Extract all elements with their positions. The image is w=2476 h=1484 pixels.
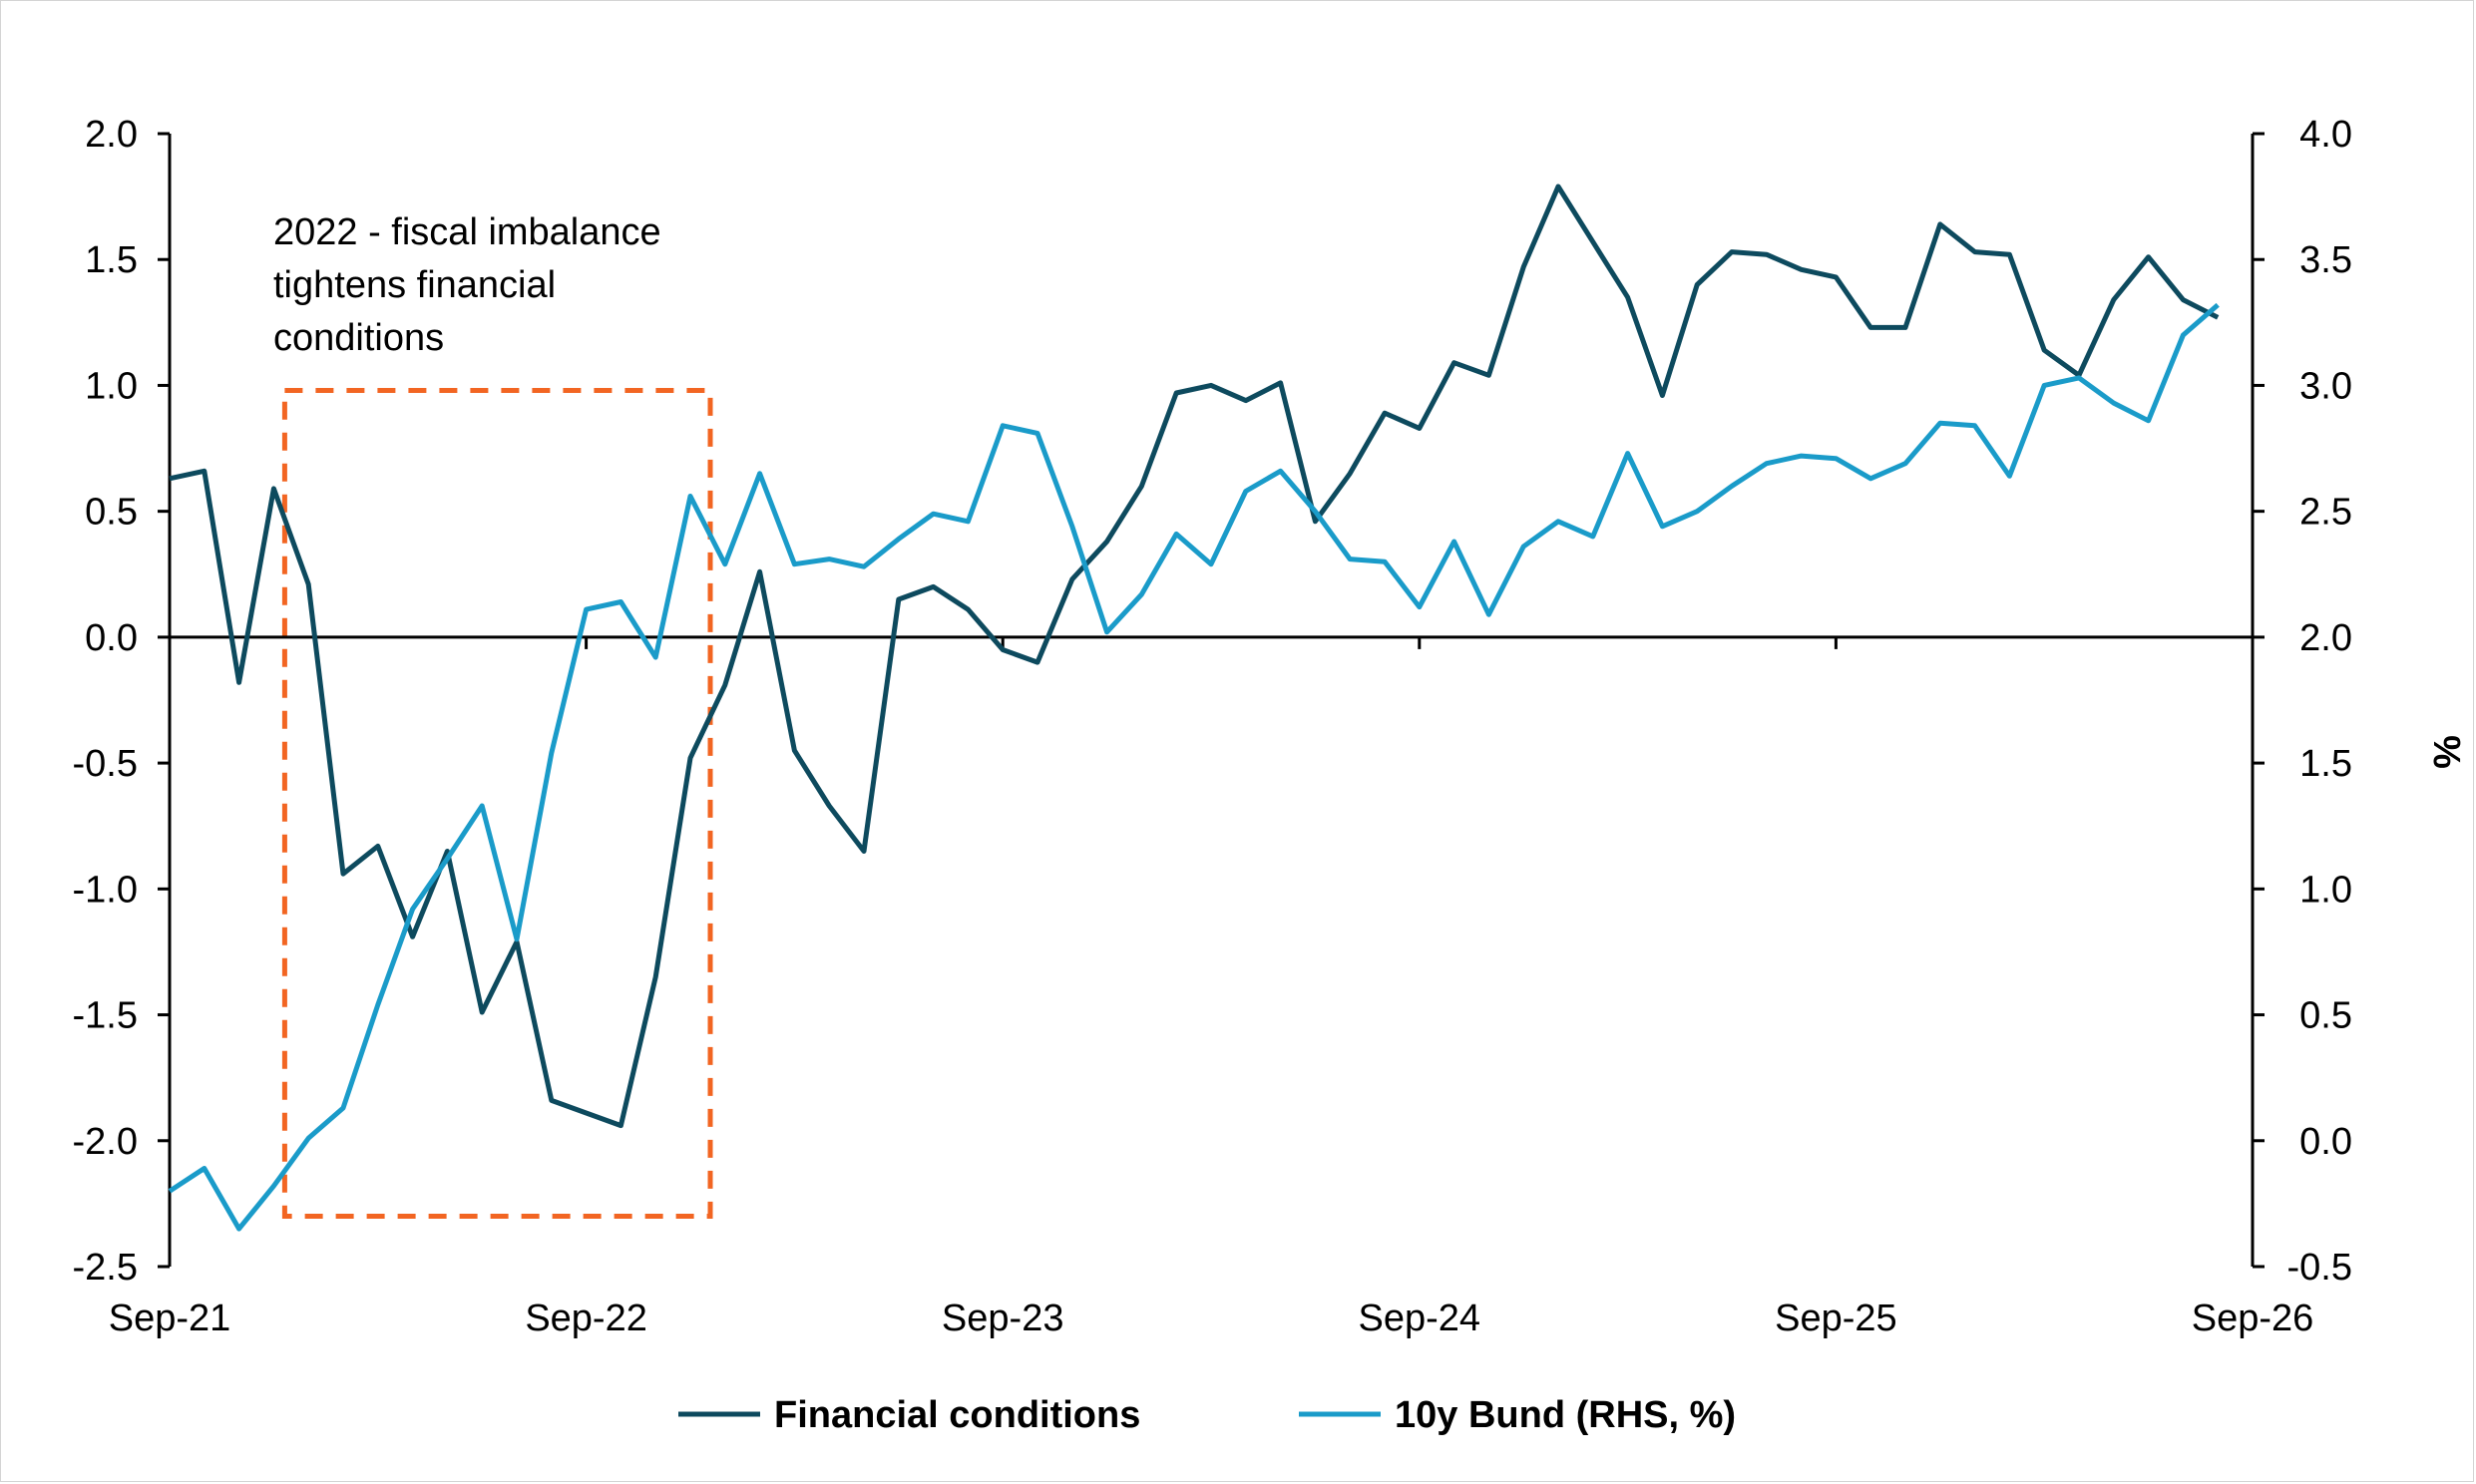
left-y-tick-label: -0.5 [73, 743, 138, 785]
left-y-tick-label: 2.0 [85, 114, 138, 156]
right-y-tick-label: 2.0 [2299, 617, 2352, 659]
right-y-tick-label: 3.5 [2299, 239, 2352, 281]
left-y-tick-label: -1.0 [73, 869, 138, 911]
left-y-tick-label: 1.0 [85, 365, 138, 407]
left-y-tick-label: 0.0 [85, 617, 138, 659]
legend: Financial conditions 10y Bund (RHS, %) [678, 1394, 1736, 1436]
left-y-tick-label: -2.0 [73, 1121, 138, 1163]
right-y-axis-title: % [2425, 735, 2467, 769]
left-y-tick-label: 1.5 [85, 239, 138, 281]
series-line-10y-bund [168, 302, 2220, 1232]
right-y-tick-label: 3.0 [2299, 365, 2352, 407]
annotation-dashed-box [281, 387, 713, 1220]
left-y-tick-label: -1.5 [73, 995, 138, 1037]
right-y-tick-label: 4.0 [2299, 114, 2352, 156]
annotation-line-2: tightens financial [273, 264, 556, 306]
series-layer [168, 184, 2220, 1232]
annotation-box-layer [281, 387, 713, 1220]
annotation-line-3: conditions [273, 317, 444, 359]
right-y-tick-label: 1.5 [2299, 743, 2352, 785]
left-y-ticks: 2.0 1.5 1.0 0.5 0.0 -0.5 -1.0 -1.5 -2.0 -2.5 [73, 114, 170, 1289]
x-tick-label: Sep-24 [1359, 1298, 1481, 1339]
x-tick-label: Sep-25 [1775, 1298, 1897, 1339]
right-y-tick-label: -0.5 [2287, 1247, 2352, 1289]
x-tick-label: Sep-22 [525, 1298, 647, 1339]
x-ticks: Sep-21 Sep-22 Sep-23 Sep-24 Sep-25 Sep-26 [109, 636, 2314, 1339]
right-y-tick-label: 0.5 [2299, 995, 2352, 1037]
x-tick-label: Sep-26 [2192, 1298, 2314, 1339]
right-y-tick-label: 2.5 [2299, 492, 2352, 534]
series-line-financial-conditions [169, 184, 2220, 1129]
right-y-tick-label: 1.0 [2299, 869, 2352, 911]
legend-label-financial-conditions: Financial conditions [774, 1394, 1140, 1436]
right-y-ticks: 4.0 3.5 3.0 2.5 2.0 1.5 1.0 0.5 0.0 -0.5 [2253, 114, 2352, 1289]
x-tick-label: Sep-23 [942, 1298, 1064, 1339]
right-y-tick-label: 0.0 [2299, 1121, 2352, 1163]
left-y-tick-label: 0.5 [85, 492, 138, 534]
axes-layer: 2.0 1.5 1.0 0.5 0.0 -0.5 -1.0 -1.5 -2.0 -2.5 4.0 3… [73, 114, 2352, 1339]
left-y-tick-label: -2.5 [73, 1247, 138, 1289]
x-tick-label: Sep-21 [109, 1298, 231, 1339]
annotation-line-1: 2022 - fiscal imbalance [273, 211, 661, 253]
legend-label-10y-bund: 10y Bund (RHS, %) [1395, 1394, 1736, 1436]
